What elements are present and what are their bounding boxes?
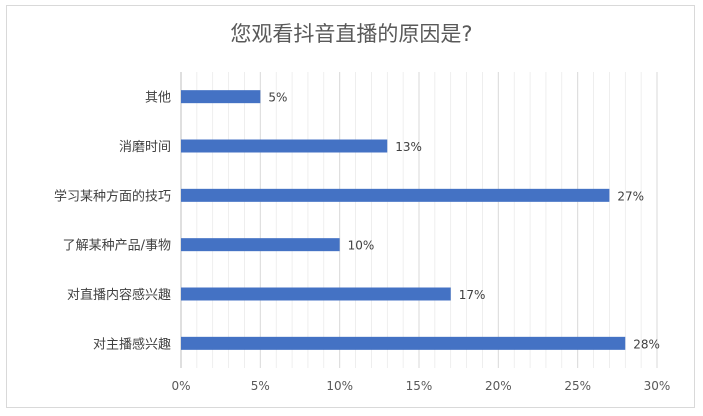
data-labels: 5% 13% 27% 10% 17% 28%	[268, 91, 660, 352]
category-label: 学习某种方面的技巧	[54, 188, 171, 204]
data-label: 10%	[348, 239, 375, 253]
bar	[181, 139, 388, 153]
category-label: 消磨时间	[119, 140, 171, 155]
bar	[181, 90, 261, 104]
x-tick-label: 20%	[485, 379, 512, 393]
gridlines	[180, 72, 658, 368]
data-label: 5%	[268, 91, 287, 105]
category-label: 其他	[145, 91, 171, 106]
chart-title: 您观看抖音直播的原因是?	[230, 22, 473, 46]
data-label: 13%	[395, 140, 422, 154]
bar	[181, 336, 626, 350]
bar	[181, 238, 340, 252]
bars	[181, 90, 626, 350]
x-tick-label: 5%	[251, 379, 270, 393]
data-label: 28%	[633, 337, 660, 351]
x-tick-labels: 0% 5% 10% 15% 20% 25% 30%	[171, 379, 670, 393]
bar	[181, 188, 610, 202]
category-label: 对主播感兴趣	[93, 336, 171, 352]
x-tick-label: 0%	[171, 379, 190, 393]
data-label: 27%	[617, 189, 644, 203]
data-label: 17%	[459, 288, 486, 302]
category-label: 对直播内容感兴趣	[67, 287, 171, 303]
bar	[181, 287, 451, 301]
x-tick-label: 30%	[644, 379, 671, 393]
x-tick-label: 25%	[564, 379, 591, 393]
x-tick-label: 15%	[406, 379, 433, 393]
category-label: 了解某种产品/事物	[63, 239, 171, 254]
x-tick-label: 10%	[326, 379, 353, 393]
